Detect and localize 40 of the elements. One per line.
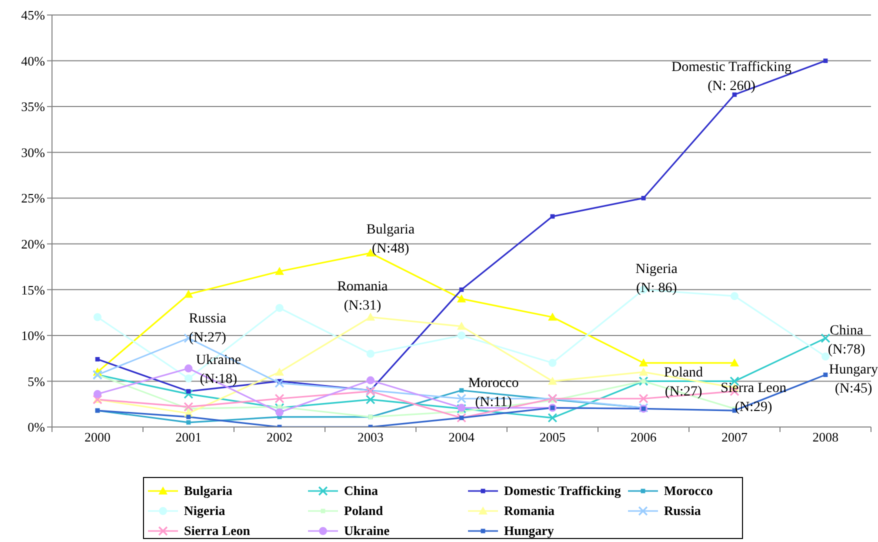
annotation: Morocco (N:11) <box>468 376 519 410</box>
x-tick-label: 2005 <box>540 429 566 444</box>
annotation: Nigeria (N: 86) <box>636 262 678 296</box>
legend-label: China <box>344 483 378 499</box>
annotation: Hungary (N:45) <box>829 362 878 396</box>
legend-label: Romania <box>504 503 555 519</box>
y-tick-label: 25% <box>21 190 46 206</box>
legend-label: Sierra Leon <box>184 523 250 539</box>
y-tick-label: 35% <box>21 99 46 114</box>
legend-label: Ukraine <box>344 523 390 539</box>
x-tick-label: 2007 <box>722 429 748 444</box>
legend-label: Morocco <box>664 483 713 499</box>
x-tick-label: 2006 <box>630 429 657 444</box>
y-tick-label: 0% <box>28 420 46 435</box>
x-tick-label: 2001 <box>176 429 202 444</box>
y-tick-label: 40% <box>21 53 46 68</box>
annotation: Romania (N:31) <box>337 280 389 314</box>
annotation: Poland (N:27) <box>664 366 703 400</box>
annotation: China (N:78) <box>828 324 866 358</box>
legend-label: Bulgaria <box>184 483 232 499</box>
y-tick-label: 20% <box>21 236 46 252</box>
y-tick-label: 5% <box>28 374 46 389</box>
annotation: Ukraine (N:18) <box>196 352 242 387</box>
x-tick-label: 2008 <box>812 429 838 444</box>
x-tick-label: 2003 <box>358 429 384 444</box>
y-tick-label: 45% <box>21 8 46 23</box>
legend-label: Domestic Trafficking <box>504 483 621 499</box>
annotation: Bulgaria (N:48) <box>366 222 416 257</box>
y-tick-label: 30% <box>21 144 46 160</box>
x-tick-label: 2000 <box>84 429 110 444</box>
y-tick-label: 15% <box>21 282 46 298</box>
y-tick-label: 10% <box>21 328 46 344</box>
legend-label: Hungary <box>504 523 554 539</box>
x-tick-label: 2002 <box>266 429 292 444</box>
legend-label: Poland <box>344 503 384 519</box>
annotation: Domestic Trafficking (N: 260) <box>672 60 792 94</box>
legend-label: Nigeria <box>184 503 226 519</box>
legend-label: Russia <box>664 503 701 519</box>
annotation: Russia (N:27) <box>188 312 227 346</box>
x-tick-label: 2004 <box>448 429 475 444</box>
